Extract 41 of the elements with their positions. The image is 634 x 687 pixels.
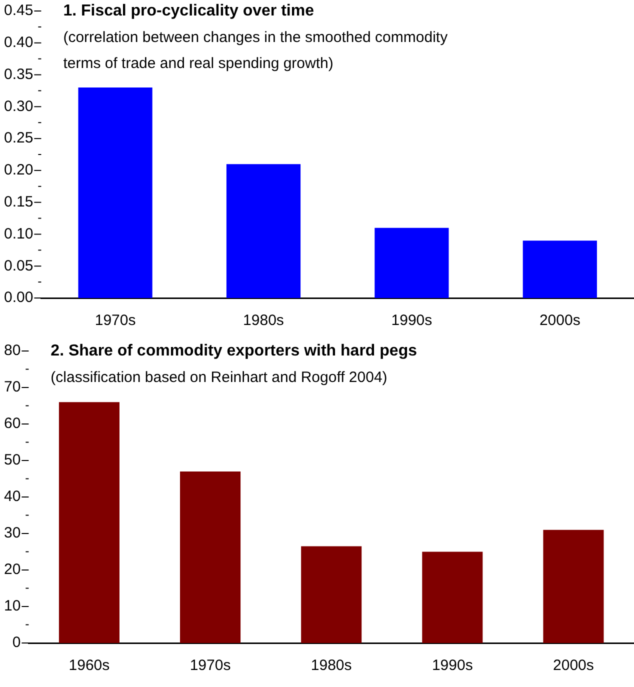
y-tick-label: 0.05 — [4, 257, 34, 274]
y-tick-label: 0.20 — [4, 162, 34, 179]
bar — [78, 88, 152, 298]
y-tick-label: 80 — [4, 342, 21, 360]
y-tick-label: 0.35 — [4, 66, 34, 83]
x-tick-label: 2000s — [539, 312, 580, 330]
bar — [226, 164, 301, 298]
bar — [301, 546, 362, 643]
bar — [374, 228, 449, 298]
y-tick-label: 0.40 — [4, 34, 34, 52]
y-tick-label: 0.30 — [4, 98, 34, 115]
bar — [58, 402, 120, 643]
x-tick-label: 1970s — [190, 657, 231, 674]
y-tick-label: 0 — [12, 634, 21, 652]
x-tick-label: 1990s — [391, 312, 432, 330]
x-tick-label: 1960s — [68, 657, 110, 674]
y-tick-label: 0.10 — [4, 225, 34, 242]
bar — [180, 471, 241, 643]
x-tick-label: 2000s — [553, 657, 594, 674]
y-tick-label: 30 — [4, 524, 21, 542]
x-tick-label: 1980s — [243, 312, 284, 330]
y-tick-label: 0.15 — [4, 193, 34, 210]
bar — [543, 530, 604, 643]
x-tick-label: 1970s — [94, 312, 136, 330]
y-tick-label: 70 — [4, 378, 21, 396]
x-tick-label: 1990s — [432, 657, 473, 674]
y-tick-label: 40 — [4, 488, 21, 506]
chart-title: 2. Share of commodity exporters with hard pegs — [50, 342, 418, 360]
text: (classification based on Reinhart and Rogoff 2004) — [50, 369, 388, 386]
bar — [422, 552, 483, 643]
y-tick-label: 0.45 — [4, 2, 34, 20]
x-tick-label: 1980s — [310, 657, 352, 674]
text: (correlation between changes in the smoothed commodity terms of trade and real spending growth) — [63, 29, 448, 72]
y-tick-label: 20 — [4, 561, 21, 578]
y-tick-label: 10 — [4, 598, 21, 615]
y-tick-label: 0.25 — [4, 130, 34, 147]
bar — [522, 240, 597, 298]
y-tick-label: 50 — [4, 452, 21, 469]
y-tick-label: 0.00 — [4, 289, 34, 306]
chart-title: 1. Fiscal pro-cyclicality over time — [63, 2, 314, 20]
y-tick-label: 60 — [4, 415, 21, 432]
